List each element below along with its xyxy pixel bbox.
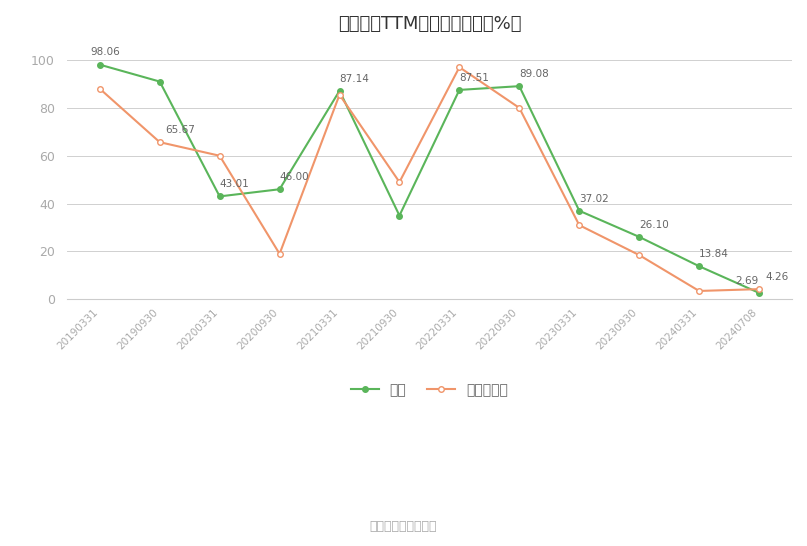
公司 <box>694 263 704 270</box>
行业中位数 <box>515 105 525 111</box>
行业中位数 <box>95 86 105 92</box>
Text: 43.01: 43.01 <box>220 179 249 189</box>
Text: 13.84: 13.84 <box>699 249 729 259</box>
Text: 65.67: 65.67 <box>165 125 195 135</box>
行业中位数 <box>694 288 704 294</box>
行业中位数 <box>155 139 165 145</box>
公司 <box>634 234 644 240</box>
Text: 4.26: 4.26 <box>765 272 788 282</box>
Title: 市销率（TTM）历史百分位（%）: 市销率（TTM）历史百分位（%） <box>337 15 521 33</box>
行业中位数 <box>575 222 584 228</box>
公司 <box>95 61 105 68</box>
公司 <box>274 186 284 193</box>
公司 <box>755 289 764 296</box>
Text: 89.08: 89.08 <box>520 69 549 79</box>
公司 <box>395 212 404 219</box>
Text: 87.51: 87.51 <box>459 73 489 83</box>
公司 <box>454 87 464 93</box>
行业中位数 <box>755 286 764 293</box>
Text: 37.02: 37.02 <box>579 194 609 204</box>
Text: 26.10: 26.10 <box>639 219 669 230</box>
行业中位数 <box>274 251 284 257</box>
公司 <box>575 207 584 214</box>
行业中位数 <box>215 152 224 159</box>
Text: 数据来源：恒生聚源: 数据来源：恒生聚源 <box>370 520 437 532</box>
公司 <box>215 193 224 200</box>
Legend: 公司, 行业中位数: 公司, 行业中位数 <box>345 377 513 402</box>
Line: 行业中位数: 行业中位数 <box>97 64 762 294</box>
行业中位数 <box>335 91 345 98</box>
Text: 2.69: 2.69 <box>735 276 759 286</box>
公司 <box>335 87 345 94</box>
Text: 46.00: 46.00 <box>279 172 309 182</box>
公司 <box>155 78 165 85</box>
Line: 公司: 公司 <box>97 62 762 296</box>
行业中位数 <box>395 179 404 185</box>
Text: 87.14: 87.14 <box>340 74 370 84</box>
行业中位数 <box>454 64 464 70</box>
公司 <box>515 83 525 90</box>
Text: 98.06: 98.06 <box>91 48 120 57</box>
行业中位数 <box>634 252 644 258</box>
